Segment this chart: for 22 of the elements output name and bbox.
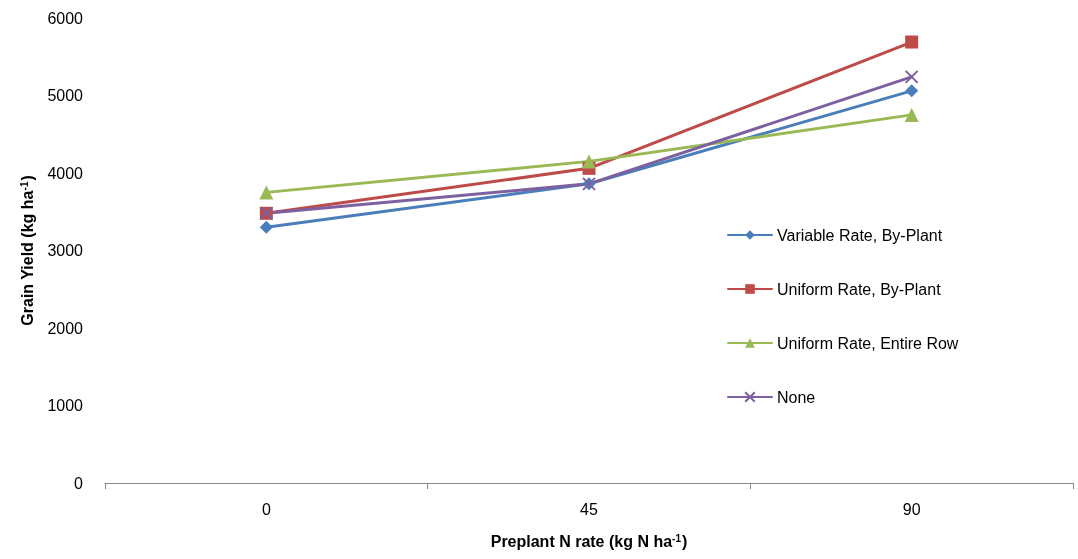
point xyxy=(905,35,919,49)
point xyxy=(582,154,596,169)
point xyxy=(259,185,274,200)
point xyxy=(904,69,919,84)
point xyxy=(905,84,919,98)
legend-label: Uniform Rate, Entire Row xyxy=(777,334,959,352)
y-tick-label: 2000 xyxy=(47,319,84,337)
y-tick-label: 0 xyxy=(74,474,84,492)
y-tick-label: 3000 xyxy=(47,242,84,259)
legend-label: None xyxy=(777,388,816,406)
point xyxy=(904,107,919,122)
y-tick-label: 6000 xyxy=(47,9,84,27)
y-axis-title: Grain Yield (kg ha-1) xyxy=(18,175,36,326)
x-tick-label: 0 xyxy=(261,500,271,518)
legend-label: Uniform Rate, By-Plant xyxy=(777,280,942,298)
y-tick-label: 4000 xyxy=(47,164,84,182)
y-tick-label: 5000 xyxy=(47,87,84,104)
point xyxy=(259,220,273,234)
y-tick-label: 1000 xyxy=(47,397,84,414)
x-tick-label: 45 xyxy=(580,500,598,518)
x-tick-label: 90 xyxy=(902,500,921,518)
legend-label: Variable Rate, By-Plant xyxy=(777,226,943,244)
